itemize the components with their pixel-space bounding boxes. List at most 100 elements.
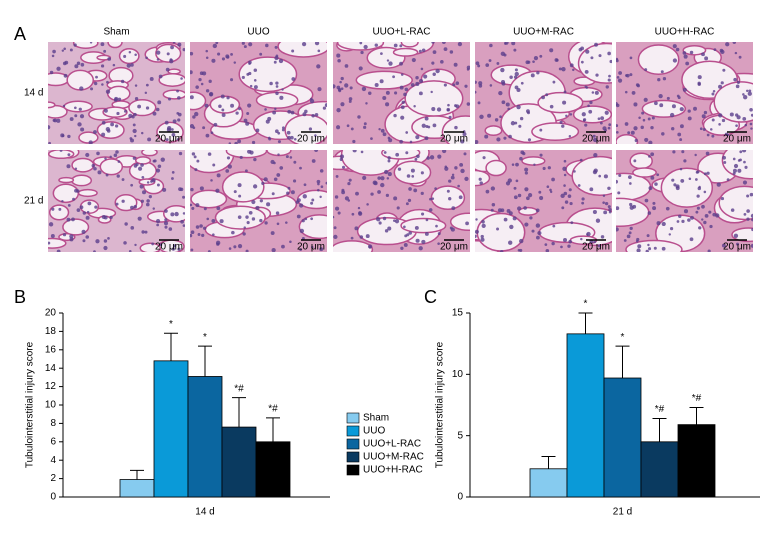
lumen bbox=[632, 167, 657, 178]
nucleus bbox=[85, 235, 90, 239]
lumen bbox=[63, 100, 93, 113]
nucleus bbox=[277, 153, 280, 156]
nucleus bbox=[333, 234, 338, 240]
nucleus bbox=[617, 78, 623, 83]
lumen bbox=[48, 204, 70, 221]
nucleus bbox=[408, 231, 412, 235]
nucleus bbox=[602, 201, 605, 204]
nucleus bbox=[239, 155, 243, 160]
nucleus bbox=[377, 190, 381, 194]
nucleus bbox=[113, 97, 118, 102]
nucleus bbox=[317, 49, 321, 53]
nucleus bbox=[616, 76, 620, 79]
lumen bbox=[484, 125, 503, 136]
nucleus bbox=[268, 136, 271, 140]
nucleus bbox=[166, 126, 172, 131]
nucleus bbox=[344, 196, 349, 201]
column-label: UUO bbox=[247, 27, 269, 38]
bar bbox=[603, 377, 642, 498]
nucleus bbox=[368, 91, 372, 96]
nucleus bbox=[366, 203, 369, 206]
nucleus bbox=[107, 57, 112, 61]
tissue bbox=[475, 42, 612, 144]
nucleus bbox=[687, 109, 691, 113]
nucleus bbox=[339, 157, 343, 161]
nucleus bbox=[314, 113, 319, 117]
nucleus bbox=[286, 130, 291, 135]
nucleus bbox=[511, 42, 516, 46]
nucleus bbox=[405, 151, 409, 155]
nucleus bbox=[195, 203, 200, 208]
nucleus bbox=[734, 51, 738, 55]
nucleus bbox=[597, 117, 601, 121]
nucleus bbox=[301, 236, 305, 240]
nucleus bbox=[376, 217, 381, 222]
nucleus bbox=[194, 111, 199, 117]
nucleus bbox=[520, 81, 524, 85]
nucleus bbox=[358, 211, 363, 216]
nucleus bbox=[497, 208, 502, 213]
panel-label: A bbox=[14, 24, 26, 44]
nucleus bbox=[255, 128, 260, 133]
nucleus bbox=[163, 221, 169, 226]
nucleus bbox=[478, 81, 483, 86]
nucleus bbox=[350, 127, 354, 131]
nucleus bbox=[319, 247, 324, 252]
nucleus bbox=[392, 75, 396, 79]
nucleus bbox=[51, 54, 55, 58]
nucleus bbox=[742, 150, 747, 153]
nucleus bbox=[320, 185, 324, 189]
nucleus bbox=[110, 122, 115, 127]
nucleus bbox=[248, 71, 252, 76]
nucleus bbox=[579, 158, 583, 162]
nucleus bbox=[435, 224, 438, 228]
nucleus bbox=[421, 212, 425, 216]
nucleus bbox=[424, 232, 429, 236]
nucleus bbox=[644, 198, 649, 203]
nucleus bbox=[152, 111, 157, 116]
nucleus bbox=[675, 184, 680, 189]
nucleus bbox=[513, 195, 518, 200]
nucleus bbox=[360, 50, 364, 55]
nucleus bbox=[504, 42, 507, 45]
nucleus bbox=[584, 85, 587, 88]
nucleus bbox=[598, 54, 602, 58]
nucleus bbox=[335, 174, 339, 178]
nucleus bbox=[732, 172, 736, 175]
nucleus bbox=[132, 128, 137, 134]
nucleus bbox=[446, 189, 450, 193]
lumen bbox=[476, 212, 526, 252]
nucleus bbox=[703, 220, 707, 225]
nucleus bbox=[718, 113, 723, 118]
nucleus bbox=[95, 75, 98, 79]
nucleus bbox=[603, 210, 608, 215]
nucleus bbox=[109, 155, 112, 159]
nucleus bbox=[238, 194, 242, 198]
nucleus bbox=[683, 159, 687, 163]
nucleus bbox=[563, 159, 567, 163]
nucleus bbox=[234, 141, 238, 144]
tissue-image: 20 μm bbox=[48, 42, 185, 145]
nucleus bbox=[505, 102, 510, 107]
nucleus bbox=[334, 195, 339, 199]
nucleus bbox=[463, 152, 467, 156]
nucleus bbox=[377, 176, 381, 180]
nucleus bbox=[155, 218, 161, 224]
nucleus bbox=[500, 51, 506, 56]
nucleus bbox=[378, 221, 382, 225]
nucleus bbox=[568, 135, 572, 138]
nucleus bbox=[139, 184, 144, 189]
lumen bbox=[518, 206, 539, 216]
nucleus bbox=[171, 132, 176, 137]
column-label: UUO+L-RAC bbox=[372, 27, 430, 38]
nucleus bbox=[113, 153, 118, 158]
nucleus bbox=[475, 61, 480, 66]
nucleus bbox=[608, 208, 612, 212]
nucleus bbox=[50, 234, 55, 238]
nucleus bbox=[661, 246, 666, 251]
nucleus bbox=[595, 218, 601, 223]
nucleus bbox=[501, 100, 506, 105]
lumen bbox=[48, 101, 56, 109]
nucleus bbox=[572, 68, 575, 72]
nucleus bbox=[339, 80, 342, 84]
